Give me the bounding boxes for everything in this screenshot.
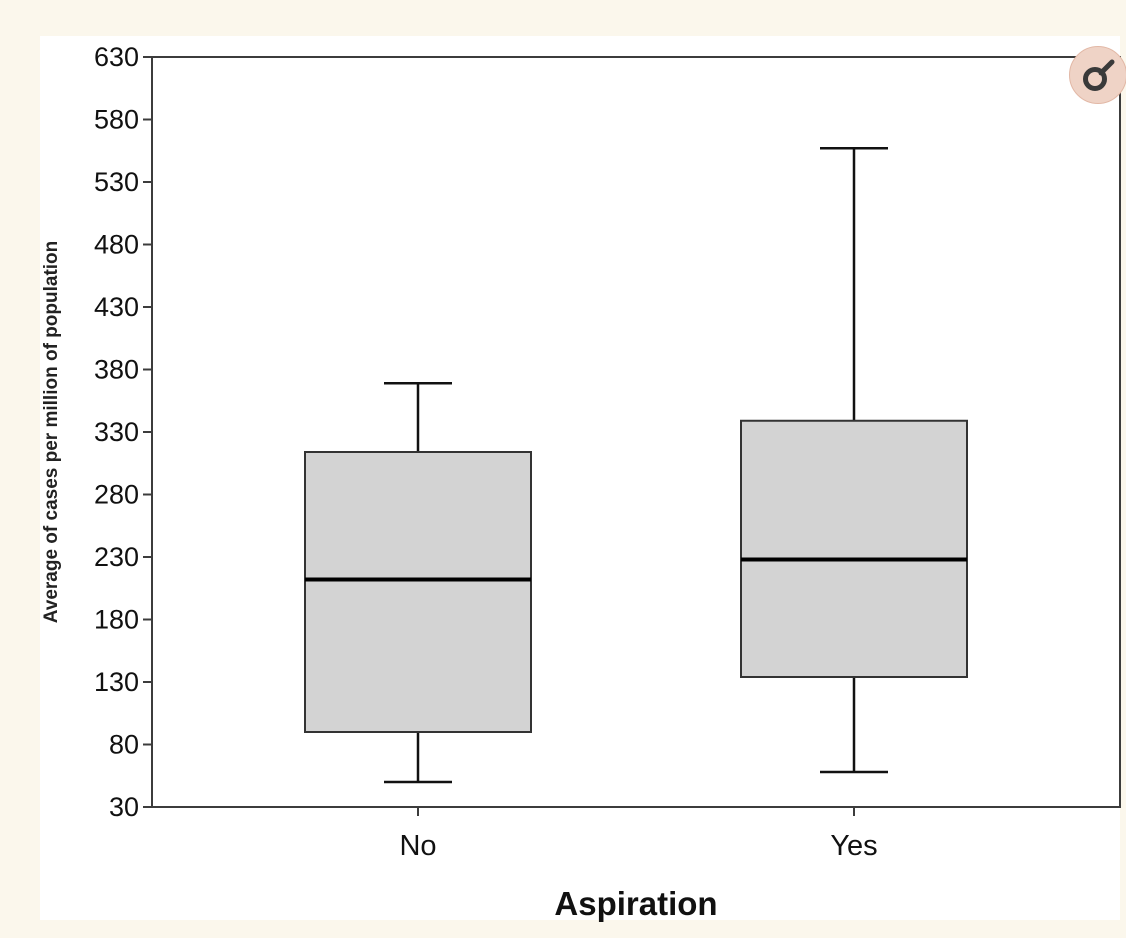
y-tick-label: 480	[94, 230, 139, 260]
magnify-icon	[1083, 59, 1115, 91]
iqr-box	[304, 451, 532, 733]
y-axis-label: Average of cases per million of populati…	[41, 241, 62, 624]
y-tick-label: 130	[94, 667, 139, 697]
y-tick-label: 430	[94, 292, 139, 322]
y-tick-label: 230	[94, 542, 139, 572]
y-tick-label: 580	[94, 105, 139, 135]
y-tick-label: 630	[94, 42, 139, 72]
y-tick-label: 180	[94, 605, 139, 635]
y-tick-label: 80	[109, 730, 139, 760]
box-yes	[740, 147, 968, 774]
y-tick-label: 530	[94, 167, 139, 197]
y-axis-ticks: 30 80 130 180 230 280 330 380 430 480 530 580 630	[94, 42, 152, 822]
plot-area	[151, 56, 1121, 808]
x-axis-ticks: No Yes	[399, 807, 878, 862]
x-tick-label: Yes	[830, 830, 877, 862]
zoom-button[interactable]	[1069, 46, 1126, 104]
y-tick-label: 30	[109, 792, 139, 822]
iqr-box	[740, 419, 968, 678]
y-tick-label: 330	[94, 417, 139, 447]
y-tick-label: 280	[94, 480, 139, 510]
x-tick-label: No	[399, 830, 436, 862]
box-no	[304, 382, 532, 784]
y-tick-label: 380	[94, 355, 139, 385]
x-axis-label: Aspiration	[554, 885, 717, 922]
box-series	[304, 147, 968, 784]
